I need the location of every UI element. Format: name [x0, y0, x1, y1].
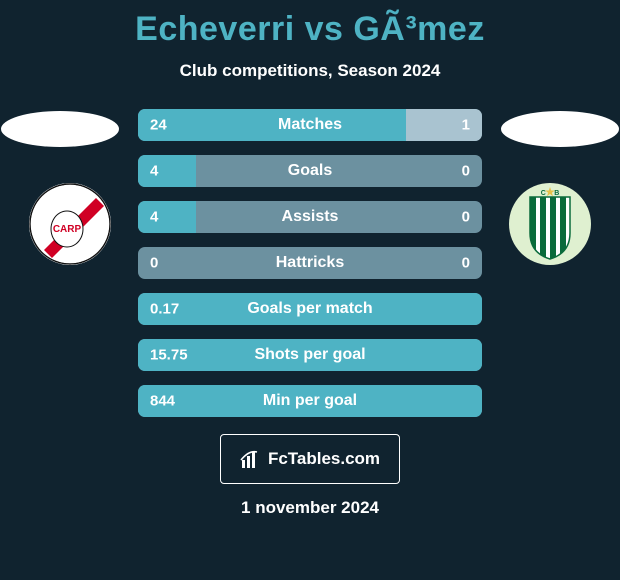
- flag-left: [1, 111, 119, 147]
- subtitle: Club competitions, Season 2024: [0, 61, 620, 81]
- brand-badge[interactable]: FcTables.com: [220, 434, 400, 484]
- stat-row: 15.75Shots per goal: [138, 339, 482, 371]
- stat-label: Shots per goal: [138, 346, 482, 364]
- stat-bars: 241Matches 40Goals 40Assists 00Hattricks 0.1…: [138, 109, 482, 431]
- stat-label: Goals per match: [138, 300, 482, 318]
- page-title: Echeverri vs GÃ³mez: [0, 10, 620, 49]
- river-plate-crest-icon: CARP: [29, 183, 111, 265]
- bar-chart-icon: [240, 448, 262, 470]
- svg-text:CARP: CARP: [53, 224, 82, 235]
- stat-label: Hattricks: [138, 254, 482, 272]
- stat-row: 40Assists: [138, 201, 482, 233]
- stat-row: 844Min per goal: [138, 385, 482, 417]
- comparison-card: Echeverri vs GÃ³mez Club competitions, S…: [0, 0, 620, 580]
- stat-label: Assists: [138, 208, 482, 226]
- club-crest-right: C A B: [509, 183, 591, 265]
- banfield-crest-icon: C A B: [509, 183, 591, 265]
- stat-row: 00Hattricks: [138, 247, 482, 279]
- stat-row: 40Goals: [138, 155, 482, 187]
- brand-text: FcTables.com: [268, 449, 380, 469]
- stat-row: 0.17Goals per match: [138, 293, 482, 325]
- stat-label: Matches: [138, 116, 482, 134]
- stat-label: Goals: [138, 162, 482, 180]
- club-crest-left: CARP: [29, 183, 111, 265]
- flag-right: [501, 111, 619, 147]
- stat-row: 241Matches: [138, 109, 482, 141]
- date-text: 1 november 2024: [0, 498, 620, 518]
- stat-label: Min per goal: [138, 392, 482, 410]
